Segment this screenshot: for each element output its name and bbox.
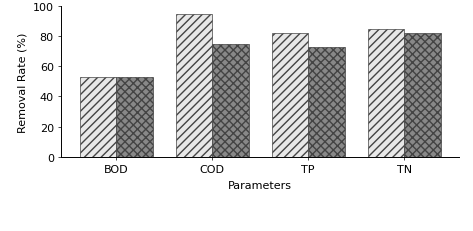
X-axis label: Parameters: Parameters (228, 180, 292, 190)
Bar (308, 47, 345, 157)
Bar (212, 44, 249, 157)
Bar (404, 34, 441, 157)
Bar (79, 77, 116, 157)
Bar (272, 34, 308, 157)
Bar (368, 30, 404, 157)
Y-axis label: Removal Rate (%): Removal Rate (%) (18, 32, 27, 132)
Bar (116, 77, 153, 157)
Bar (175, 14, 212, 157)
